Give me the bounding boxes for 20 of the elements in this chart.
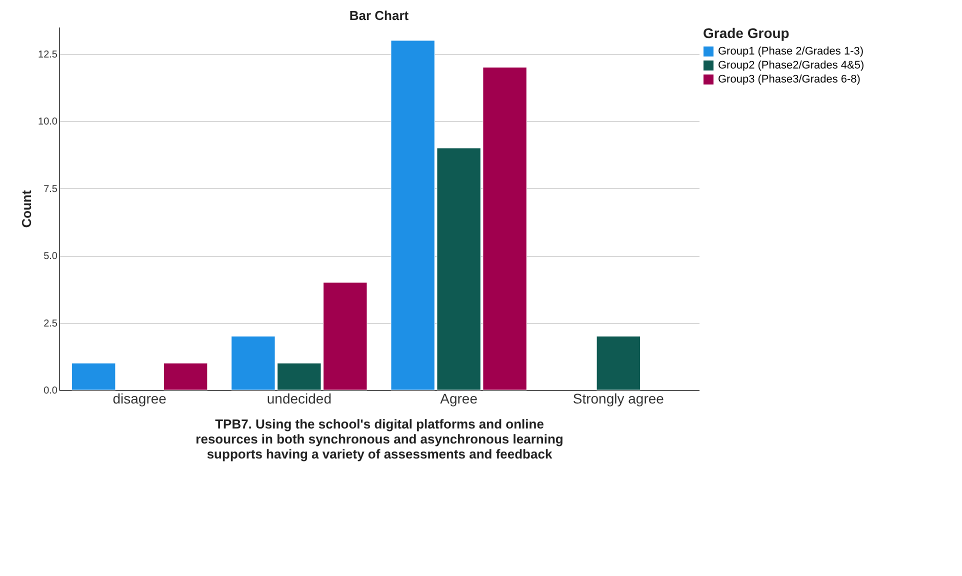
x-tick-label: undecided (266, 390, 332, 406)
x-tick-label: Agree (440, 390, 478, 406)
bar (163, 362, 208, 390)
y-axis-title: Count (19, 190, 34, 228)
bar (72, 362, 116, 390)
y-tick-label: 7.5 (44, 184, 58, 195)
legend-label: Group2 (Phase2/Grades 4&5) (718, 60, 864, 72)
y-tick-label: 0.0 (44, 386, 58, 396)
legend-label: Group1 (Phase 2/Grades 1-3) (718, 46, 864, 58)
y-tick-label: 2.5 (44, 318, 58, 330)
y-tick-label: 10.0 (38, 116, 58, 128)
x-tick-label: Strongly agree (572, 390, 664, 406)
y-tick-label: 5.0 (44, 251, 58, 262)
legend-title: Grade Group (703, 25, 790, 41)
bar (596, 336, 640, 390)
legend-label: Group3 (Phase3/Grades 6-8) (718, 74, 860, 86)
x-tick-label: disagree (112, 390, 167, 406)
chart-title: Bar Chart (349, 8, 410, 23)
x-axis-title: TPB7. Using the school's digital platforms and online resources in both synchronous and asynchronous learning supports having a variety of assessments and feedback (196, 416, 564, 462)
y-tick-label: 12.5 (38, 49, 58, 60)
